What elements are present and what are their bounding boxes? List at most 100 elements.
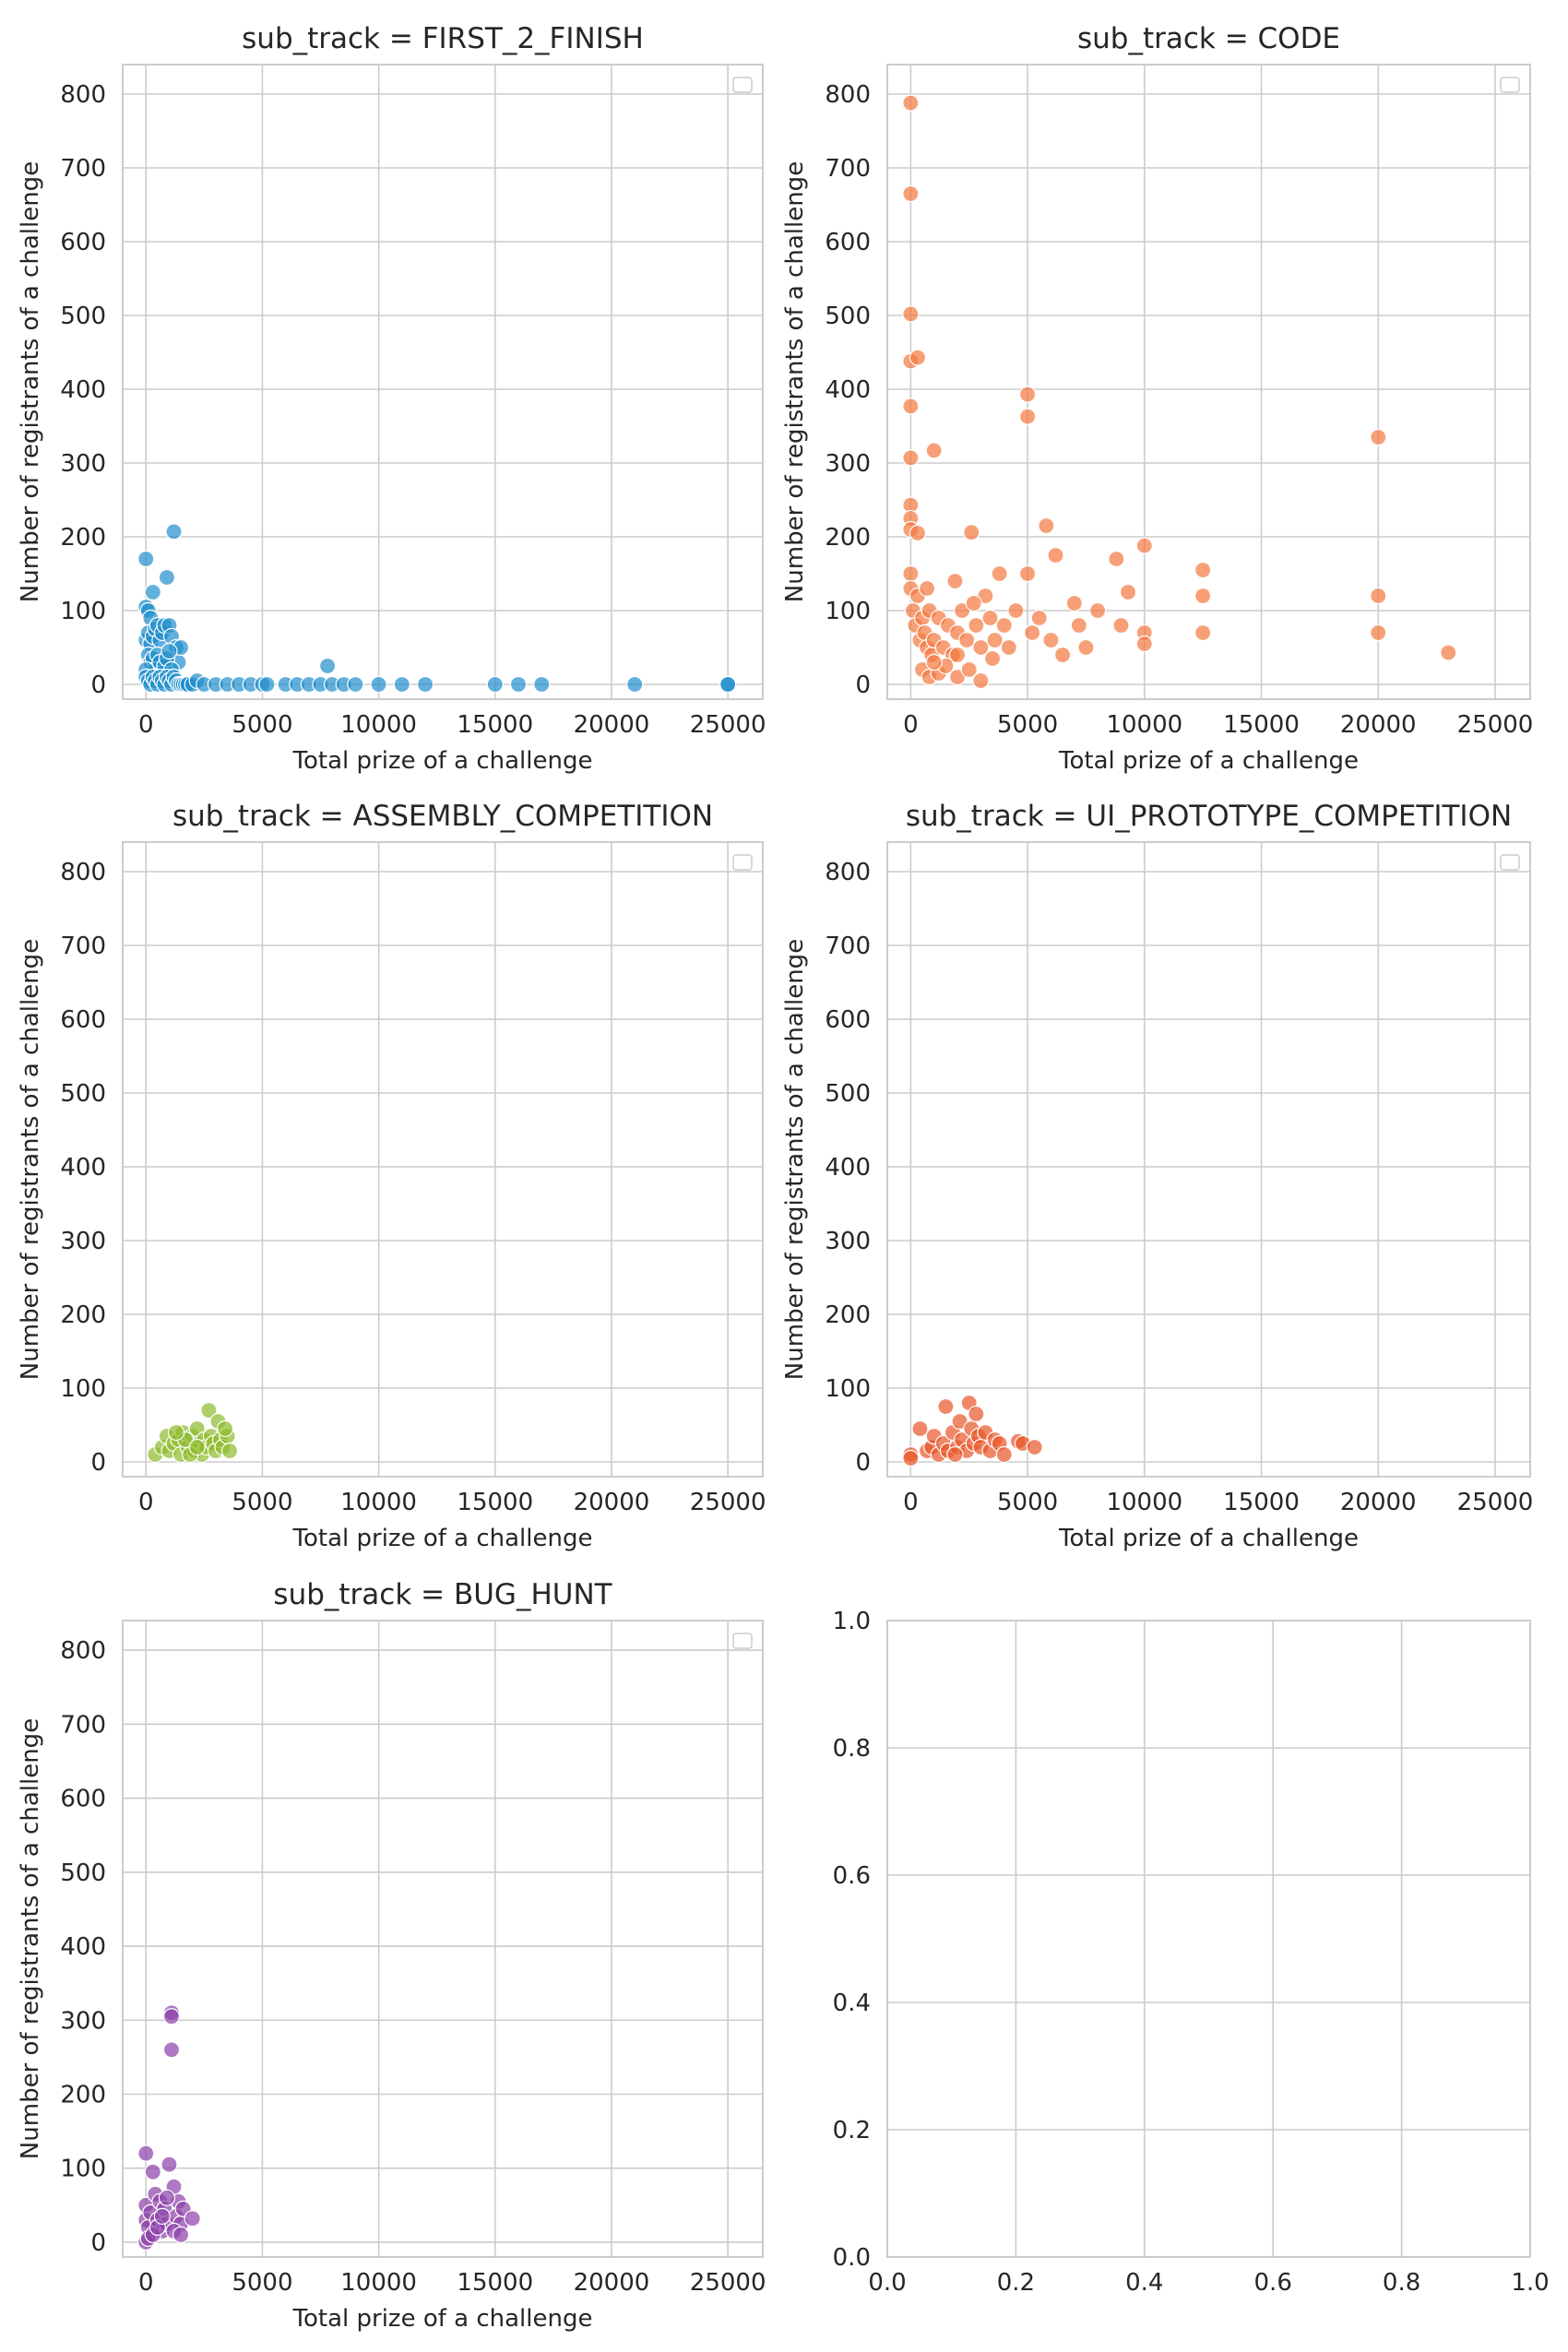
y-tick-label: 800 bbox=[60, 1637, 106, 1665]
subplot-4: 0 5000 10000 15000 20000 25000 0 100 200 300 400 50… bbox=[781, 800, 1533, 1552]
data-point bbox=[1135, 537, 1153, 554]
data-point bbox=[968, 616, 985, 635]
x-tick-label: 0.4 bbox=[1125, 2269, 1163, 2297]
x-tick-label: 5000 bbox=[997, 711, 1058, 739]
x-tick-label: 15000 bbox=[1223, 711, 1300, 739]
y-axis-label: Number of registrants of a challenge bbox=[17, 939, 44, 1380]
data-point bbox=[158, 568, 176, 587]
y-tick-label: 0 bbox=[855, 1449, 871, 1477]
subplot-title: sub_track = ASSEMBLY_COMPETITION bbox=[172, 800, 713, 833]
x-tick-label: 5000 bbox=[232, 1489, 292, 1516]
x-axis-label: Total prize of a challenge bbox=[292, 2305, 593, 2333]
axes-frame bbox=[122, 841, 764, 1478]
data-point bbox=[1370, 624, 1387, 642]
y-tick-label: 800 bbox=[60, 859, 106, 886]
y-tick-label: 500 bbox=[60, 1859, 106, 1887]
x-tick-label: 10000 bbox=[340, 2269, 417, 2297]
data-point bbox=[1070, 616, 1087, 635]
data-point bbox=[946, 1445, 964, 1464]
data-point bbox=[911, 1420, 929, 1438]
data-point bbox=[948, 646, 967, 664]
y-tick-label: 0 bbox=[855, 671, 871, 699]
y-tick-label: 0 bbox=[90, 671, 106, 699]
data-point bbox=[172, 2226, 190, 2244]
data-point bbox=[1194, 561, 1212, 579]
data-point bbox=[188, 1438, 206, 1456]
y-tick-label: 700 bbox=[60, 155, 106, 183]
y-tick-label: 400 bbox=[60, 1933, 106, 1961]
data-point bbox=[144, 583, 161, 601]
x-tick-label: 1.0 bbox=[1511, 2269, 1549, 2297]
y-tick-label: 600 bbox=[60, 1006, 106, 1034]
data-point bbox=[937, 1397, 955, 1416]
y-tick-label: 100 bbox=[825, 1375, 871, 1403]
y-tick-label: 800 bbox=[825, 859, 871, 886]
y-tick-label: 500 bbox=[825, 1080, 871, 1108]
data-point bbox=[416, 675, 434, 694]
axes-frame bbox=[886, 64, 1531, 700]
x-tick-label: 25000 bbox=[690, 711, 766, 739]
data-point bbox=[370, 675, 387, 694]
data-point bbox=[160, 2156, 178, 2173]
y-tick-label: 0.6 bbox=[833, 1862, 871, 1890]
axes-frame bbox=[886, 841, 1531, 1478]
data-point bbox=[1065, 594, 1083, 612]
y-tick-label: 400 bbox=[60, 376, 106, 404]
subplot-title: sub_track = FIRST_2_FINISH bbox=[242, 22, 644, 55]
legend-box bbox=[732, 854, 753, 871]
x-tick-label: 20000 bbox=[1340, 711, 1417, 739]
data-point bbox=[968, 1405, 985, 1423]
data-point bbox=[216, 1420, 234, 1438]
data-point bbox=[626, 675, 644, 694]
data-point bbox=[1030, 609, 1048, 627]
x-tick-label: 15000 bbox=[1223, 1489, 1300, 1516]
y-tick-label: 700 bbox=[60, 932, 106, 960]
data-point bbox=[1077, 638, 1095, 657]
data-point bbox=[162, 2008, 181, 2025]
y-tick-label: 100 bbox=[60, 2156, 106, 2183]
x-tick-label: 0 bbox=[903, 711, 919, 739]
subplot-5: 0 5000 10000 15000 20000 25000 0 100 200 300 400 50… bbox=[17, 1578, 766, 2333]
data-point bbox=[902, 564, 920, 583]
y-tick-label: 0.4 bbox=[833, 1990, 871, 2017]
x-tick-label: 20000 bbox=[574, 2269, 650, 2297]
x-tick-label: 0 bbox=[903, 1489, 919, 1516]
data-point bbox=[918, 579, 936, 598]
subplot-2: 0 5000 10000 15000 20000 25000 0 100 200 300 400 50… bbox=[781, 22, 1533, 775]
subplot-3: 0 5000 10000 15000 20000 25000 0 100 200 300 400 50… bbox=[17, 800, 766, 1552]
x-tick-label: 0 bbox=[138, 1489, 154, 1516]
y-tick-label: 500 bbox=[825, 303, 871, 330]
data-point bbox=[1053, 646, 1072, 664]
x-tick-label: 25000 bbox=[690, 1489, 766, 1516]
x-tick-label: 20000 bbox=[1340, 1489, 1417, 1516]
data-point bbox=[220, 1442, 239, 1460]
subplot-title: sub_track = UI_PROTOTYPE_COMPETITION bbox=[906, 800, 1512, 833]
data-point bbox=[991, 564, 1008, 583]
data-point bbox=[1370, 587, 1387, 605]
data-point bbox=[958, 631, 976, 649]
data-point bbox=[925, 653, 943, 671]
legend-box bbox=[1500, 854, 1520, 871]
x-tick-label: 15000 bbox=[457, 2269, 533, 2297]
x-tick-label: 10000 bbox=[1106, 711, 1182, 739]
y-tick-label: 0.0 bbox=[833, 2244, 871, 2272]
y-tick-label: 200 bbox=[825, 1301, 871, 1329]
data-point bbox=[995, 1445, 1013, 1464]
data-point bbox=[347, 675, 364, 694]
x-tick-label: 20000 bbox=[574, 1489, 650, 1516]
x-tick-label: 5000 bbox=[232, 2269, 292, 2297]
data-point bbox=[902, 94, 920, 112]
data-point bbox=[1194, 624, 1212, 642]
y-tick-label: 200 bbox=[60, 524, 106, 552]
y-tick-label: 800 bbox=[60, 81, 106, 109]
subplot-6: 0.0 0.2 0.4 0.6 0.8 1.0 0.0 0.2 0.4 0.6 0.8 1.0 bbox=[833, 1608, 1550, 2297]
x-tick-label: 10000 bbox=[340, 711, 417, 739]
data-point bbox=[1018, 564, 1037, 583]
data-point bbox=[1038, 517, 1055, 535]
y-tick-label: 600 bbox=[60, 1786, 106, 1813]
data-point bbox=[960, 660, 978, 679]
y-tick-label: 0.8 bbox=[833, 1735, 871, 1763]
data-point bbox=[1024, 624, 1041, 642]
y-tick-label: 600 bbox=[60, 229, 106, 256]
data-point bbox=[902, 398, 920, 415]
